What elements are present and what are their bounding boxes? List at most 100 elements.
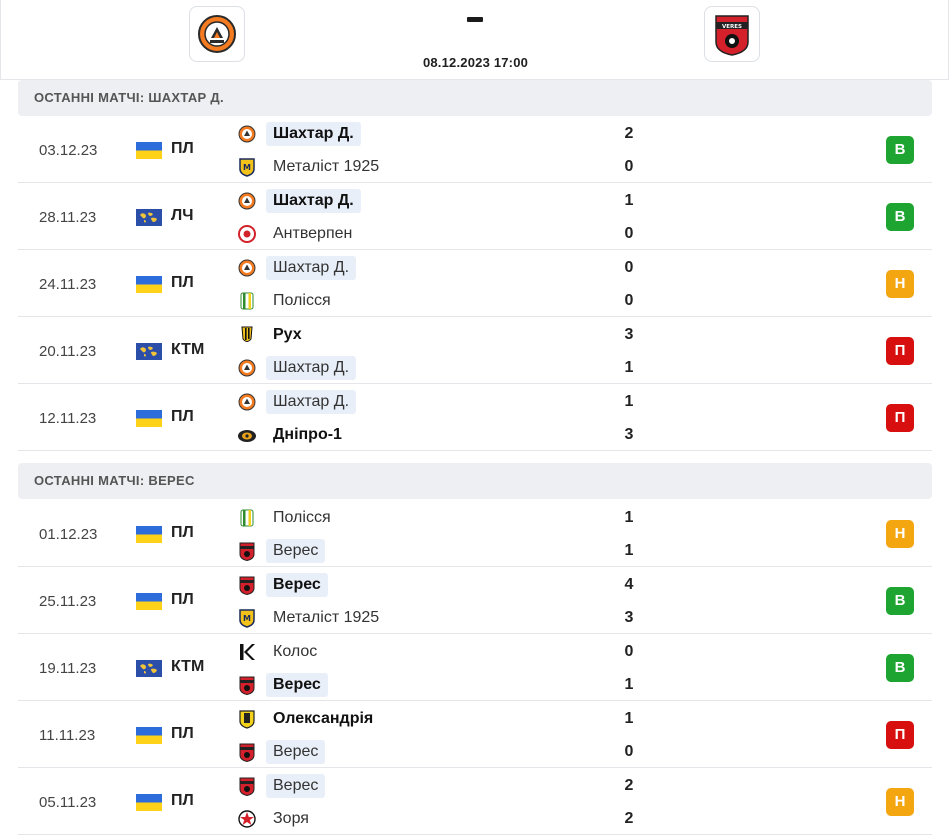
competition-label: ПЛ [171, 792, 194, 809]
dnipro-logo-icon [237, 425, 257, 445]
away-team-name: Шахтар Д. [266, 356, 357, 380]
shakhtar-logo-icon [198, 15, 236, 53]
home-team[interactable]: Полісся [237, 506, 637, 530]
away-team-name: Зоря [273, 810, 309, 827]
home-team[interactable]: Шахтар Д. [237, 390, 637, 414]
match-row[interactable]: 05.11.23 ПЛ Верес Зоря 2 2 Н [18, 769, 932, 835]
away-team[interactable]: Шахтар Д. [237, 356, 637, 380]
shakhtar-logo-icon [237, 191, 257, 211]
match-row[interactable]: 03.12.23 ПЛ Шахтар Д. М Металіст 1925 2 … [18, 117, 932, 183]
away-score: 0 [624, 225, 634, 242]
zorya-logo-icon [237, 809, 257, 829]
home-team[interactable]: Верес [237, 573, 637, 597]
home-team[interactable]: Колос [237, 640, 637, 664]
competition-label: ПЛ [171, 725, 194, 742]
ukraine-flag-icon [136, 142, 162, 159]
away-team-name: Металіст 1925 [273, 609, 380, 626]
match-row[interactable]: 12.11.23 ПЛ Шахтар Д. Дніпро-1 1 3 П [18, 385, 932, 451]
home-team-name: Верес [266, 573, 328, 597]
home-team-name: Шахтар Д. [266, 189, 361, 213]
match-date: 20.11.23 [39, 343, 97, 360]
svg-text:VERES: VERES [722, 24, 742, 30]
result-badge: В [886, 587, 914, 615]
shakhtar-logo-icon [237, 358, 257, 378]
match-date: 05.11.23 [39, 794, 97, 811]
away-team[interactable]: Верес [237, 673, 637, 697]
veres-logo-icon [237, 675, 257, 695]
away-team[interactable]: Антверпен [237, 222, 637, 246]
home-team-name: Олександрія [273, 710, 374, 727]
result-badge: В [886, 136, 914, 164]
result-badge: Н [886, 788, 914, 816]
home-team-name: Полісся [273, 509, 331, 526]
ukraine-flag-icon [136, 727, 162, 744]
away-team-logo[interactable]: VERES [704, 6, 760, 62]
result-badge: Н [886, 520, 914, 548]
away-team[interactable]: Верес [237, 740, 637, 764]
home-team-name: Шахтар Д. [266, 122, 361, 146]
result-badge: В [886, 203, 914, 231]
away-team-name: Верес [266, 740, 326, 764]
home-team-logo[interactable] [189, 6, 245, 62]
match-row[interactable]: 25.11.23 ПЛ Верес М Металіст 1925 4 3 В [18, 568, 932, 634]
ukraine-flag-icon [136, 410, 162, 427]
competition-label: ПЛ [171, 524, 194, 541]
ukraine-flag-icon [136, 526, 162, 543]
match-row[interactable]: 01.12.23 ПЛ Полісся Верес 1 1 Н [18, 501, 932, 567]
shakhtar-logo-icon [237, 258, 257, 278]
match-date: 25.11.23 [39, 593, 97, 610]
match-date: 19.11.23 [39, 660, 97, 677]
competition-label: ПЛ [171, 408, 194, 425]
home-team[interactable]: Шахтар Д. [237, 122, 637, 146]
home-team[interactable]: Шахтар Д. [237, 256, 637, 280]
home-team[interactable]: Олександрія [237, 707, 637, 731]
away-team-name: Дніпро-1 [273, 426, 342, 443]
away-team-name: Верес [266, 673, 328, 697]
metalist-logo-icon: М [237, 157, 257, 177]
home-team-name: Верес [266, 774, 326, 798]
away-team[interactable]: Зоря [237, 807, 637, 831]
away-score: 0 [624, 292, 634, 309]
away-team[interactable]: М Металіст 1925 [237, 155, 637, 179]
result-badge: Н [886, 270, 914, 298]
result-badge: П [886, 721, 914, 749]
result-badge: П [886, 404, 914, 432]
home-score: 4 [624, 576, 634, 593]
shakhtar-logo-icon [237, 124, 257, 144]
home-score: 1 [624, 509, 634, 526]
kickoff-datetime: 08.12.2023 17:00 [422, 55, 529, 70]
home-team[interactable]: Верес [237, 774, 637, 798]
match-row[interactable]: 20.11.23 КТМ Рух Шахтар Д. 3 1 П [18, 318, 932, 384]
home-team-name: Шахтар Д. [266, 390, 357, 414]
home-score: 0 [624, 259, 634, 276]
away-team[interactable]: М Металіст 1925 [237, 606, 637, 630]
home-team-name: Колос [273, 643, 318, 660]
veres-logo-icon [237, 541, 257, 561]
world-flag-icon [136, 343, 162, 360]
away-team[interactable]: Дніпро-1 [237, 423, 637, 447]
competition-label: ПЛ [171, 140, 194, 157]
match-date: 24.11.23 [39, 276, 97, 293]
away-score: 1 [624, 676, 634, 693]
ukraine-flag-icon [136, 276, 162, 293]
home-team-name: Рух [273, 326, 302, 343]
away-score: 0 [624, 158, 634, 175]
match-row[interactable]: 24.11.23 ПЛ Шахтар Д. Полісся 0 0 Н [18, 251, 932, 317]
match-row[interactable]: 28.11.23 ЛЧ Шахтар Д. Антверпен 1 0 В [18, 184, 932, 250]
competition-label: ПЛ [171, 274, 194, 291]
home-score: 2 [624, 125, 634, 142]
result-badge: П [886, 337, 914, 365]
match-row[interactable]: 11.11.23 ПЛ Олександрія Верес 1 0 П [18, 702, 932, 768]
competition-label: ЛЧ [171, 207, 194, 224]
match-date: 28.11.23 [39, 209, 97, 226]
match-row[interactable]: 19.11.23 КТМ Колос Верес 0 1 В [18, 635, 932, 701]
home-team[interactable]: Шахтар Д. [237, 189, 637, 213]
home-team[interactable]: Рух [237, 323, 637, 347]
svg-text:М: М [243, 163, 251, 172]
match-date: 11.11.23 [39, 727, 96, 744]
section-header: ОСТАННІ МАТЧІ: ШАХТАР Д. [18, 80, 932, 116]
away-team-name: Полісся [273, 292, 331, 309]
home-score: 0 [624, 643, 634, 660]
away-team[interactable]: Верес [237, 539, 637, 563]
away-team[interactable]: Полісся [237, 289, 637, 313]
